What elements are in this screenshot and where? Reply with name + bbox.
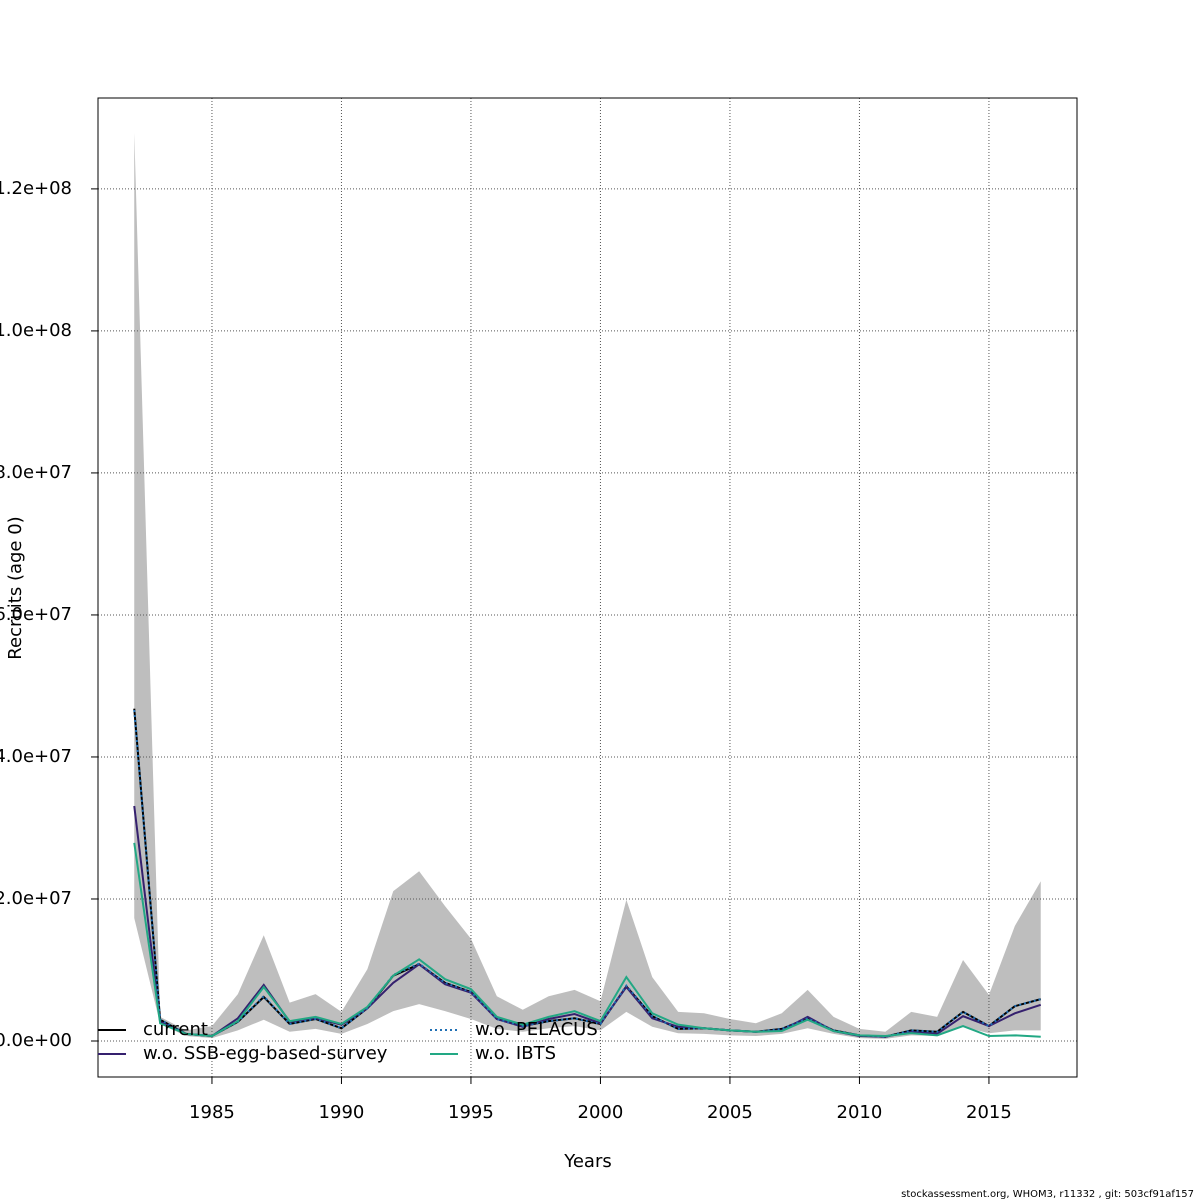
y-axis-label: Recruits (age 0): [5, 516, 26, 659]
legend-label: current: [143, 1019, 208, 1040]
confidence-band: [134, 132, 1041, 1039]
y-tick-label: 1.2e+08: [0, 178, 72, 199]
plot-frame: [97, 97, 1078, 1078]
x-tick-label: 2010: [837, 1102, 883, 1123]
legend-label: w.o. IBTS: [475, 1043, 556, 1064]
legend-label: w.o. PELACUS: [475, 1019, 598, 1040]
series-line: [133, 842, 1041, 1038]
footer: stockassessment.org, WHOM3, r11332 , git…: [901, 1189, 1194, 1200]
y-tick-label: 2.0e+07: [0, 888, 72, 909]
x-tick-label: 1995: [448, 1102, 494, 1123]
x-axis-label: Years: [563, 1151, 612, 1172]
x-tick-label: 1985: [189, 1102, 235, 1123]
y-tick-label: 4.0e+07: [0, 746, 72, 767]
y-tick-label: 6.0e+07: [0, 604, 72, 625]
y-tick-label: 8.0e+07: [0, 462, 72, 483]
series-line: [133, 710, 1042, 1038]
y-tick-label: 1.0e+08: [0, 320, 72, 341]
y-tick-label: 0.0e+00: [0, 1030, 72, 1051]
x-tick-label: 2005: [707, 1102, 753, 1123]
legend-label: w.o. SSB-egg-based-survey: [143, 1043, 388, 1064]
x-tick-label: 2015: [966, 1102, 1012, 1123]
x-tick-label: 2000: [578, 1102, 624, 1123]
x-tick-label: 1990: [319, 1102, 365, 1123]
